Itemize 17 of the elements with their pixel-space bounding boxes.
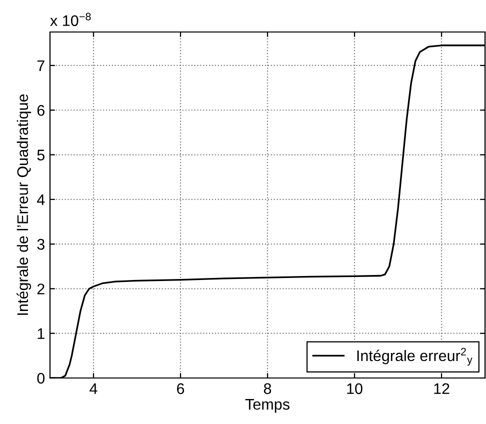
y-tick-label: 2: [37, 284, 44, 294]
y-tick-label: 7: [37, 60, 44, 72]
x-tick-label: 12: [434, 383, 450, 394]
x-axis-title: Temps: [245, 399, 290, 413]
y-axis-title: Intégrale de l’Erreur Quadratique: [16, 94, 32, 315]
x-tick-label: 6: [177, 383, 184, 394]
x-tick-label: 10: [347, 383, 362, 394]
y-tick-label: 3: [37, 238, 44, 250]
y-tick-label: 4: [36, 194, 45, 205]
y-tick-label: 0: [37, 372, 45, 384]
legend-label: Intégrale erreur$^{2}$$_{y}$: [357, 348, 472, 366]
y-tick-label: 1: [38, 328, 44, 339]
y-tick-label: 5: [37, 150, 44, 160]
x-tick-label: 8: [264, 383, 272, 394]
text: x 10$^{−8}$: [50, 12, 91, 26]
y-tick-label: 6: [37, 104, 44, 116]
x-tick-label: 4: [90, 383, 98, 394]
